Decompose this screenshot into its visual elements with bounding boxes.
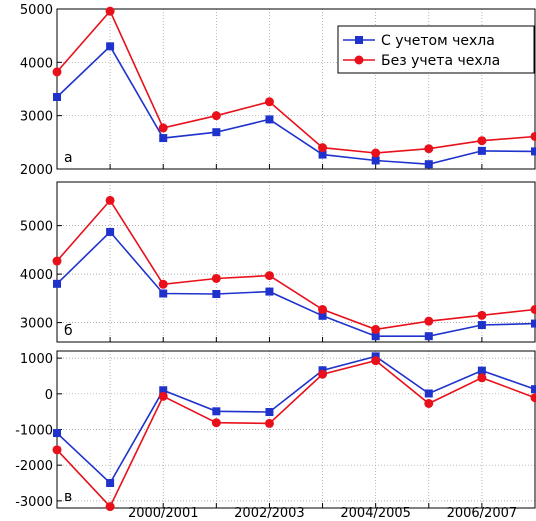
y-tick-label: 3000 bbox=[20, 317, 53, 332]
data-point-circle bbox=[264, 418, 274, 428]
data-point-circle bbox=[105, 502, 115, 512]
data-point-circle bbox=[158, 123, 168, 133]
data-point-square bbox=[424, 332, 433, 341]
data-point-circle bbox=[264, 271, 274, 281]
data-point-circle bbox=[477, 310, 487, 320]
data-point-square bbox=[424, 389, 433, 398]
y-tick-label: 3000 bbox=[20, 110, 53, 125]
data-point-circle bbox=[158, 391, 168, 401]
data-point-circle bbox=[105, 195, 115, 205]
data-point-square bbox=[159, 289, 168, 298]
data-point-square bbox=[531, 385, 536, 394]
y-tick-label: 2000 bbox=[20, 163, 53, 178]
x-tick-label: 2000/2001 bbox=[128, 506, 199, 521]
data-point-square bbox=[159, 134, 168, 143]
data-point-square bbox=[531, 147, 536, 156]
data-point-square bbox=[212, 290, 221, 298]
data-point-square bbox=[265, 115, 274, 124]
data-point-circle bbox=[158, 279, 168, 289]
data-point-circle bbox=[211, 418, 221, 428]
data-point-square bbox=[531, 319, 536, 328]
series-line bbox=[56, 230, 536, 338]
x-tick-label: 2006/2007 bbox=[447, 506, 518, 521]
plot-frame-1 bbox=[56, 8, 536, 170]
data-point-circle bbox=[264, 97, 274, 107]
data-point-circle bbox=[52, 67, 62, 77]
series-line bbox=[56, 9, 536, 154]
panel-label: в bbox=[64, 489, 72, 505]
data-point-square bbox=[106, 227, 115, 236]
legend-label: Без учета чехла bbox=[381, 53, 500, 69]
y-tick-label: 0 bbox=[45, 388, 53, 403]
data-point-square bbox=[53, 93, 61, 101]
data-point-square bbox=[106, 42, 115, 51]
y-tick-label: 5000 bbox=[20, 220, 53, 235]
data-point-circle bbox=[424, 144, 434, 154]
plot-frame-3 bbox=[56, 350, 536, 509]
data-point-square bbox=[318, 311, 327, 320]
data-point-square bbox=[53, 429, 61, 438]
legend-marker-square bbox=[355, 36, 363, 44]
data-point-circle bbox=[371, 148, 381, 158]
data-point-square bbox=[106, 479, 115, 488]
data-point-circle bbox=[424, 398, 434, 408]
data-point-circle bbox=[318, 305, 328, 315]
data-point-circle bbox=[371, 324, 381, 334]
data-point-square bbox=[265, 408, 274, 417]
data-point-circle bbox=[371, 356, 381, 366]
series-line bbox=[56, 199, 536, 331]
y-tick-label: 1000 bbox=[20, 352, 53, 367]
data-point-circle bbox=[530, 131, 536, 141]
data-point-square bbox=[212, 407, 221, 416]
data-point-square bbox=[159, 386, 168, 395]
series-line bbox=[56, 355, 536, 485]
x-tick-label: 2002/2003 bbox=[234, 506, 305, 521]
y-tick-label: 4000 bbox=[20, 56, 53, 71]
series-line bbox=[56, 359, 536, 509]
series-line bbox=[56, 45, 536, 166]
data-point-square bbox=[53, 279, 61, 288]
data-point-square bbox=[477, 366, 486, 375]
legend-marker-circle bbox=[354, 55, 364, 65]
y-tick-label: -2000 bbox=[15, 459, 53, 474]
data-point-circle bbox=[318, 143, 328, 153]
data-point-square bbox=[477, 146, 486, 155]
legend-label: С учетом чехла bbox=[381, 33, 495, 49]
panel-label: а bbox=[64, 150, 73, 166]
y-tick-label: -3000 bbox=[15, 495, 53, 510]
data-point-square bbox=[477, 321, 486, 330]
y-tick-label: 4000 bbox=[20, 268, 53, 283]
data-point-circle bbox=[211, 273, 221, 283]
x-tick-label: 2004/2005 bbox=[340, 506, 411, 521]
data-point-square bbox=[424, 160, 433, 169]
data-point-square bbox=[371, 332, 380, 341]
y-tick-label: -1000 bbox=[15, 424, 53, 439]
data-point-circle bbox=[211, 111, 221, 121]
data-point-square bbox=[265, 287, 274, 296]
data-point-square bbox=[371, 156, 380, 165]
data-point-circle bbox=[52, 256, 62, 266]
data-point-circle bbox=[477, 136, 487, 146]
data-point-square bbox=[212, 128, 221, 137]
data-point-circle bbox=[52, 445, 62, 455]
panel-label: б bbox=[64, 323, 73, 339]
y-tick-label: 5000 bbox=[20, 3, 53, 18]
data-point-circle bbox=[530, 305, 536, 315]
data-point-circle bbox=[105, 6, 115, 16]
data-point-circle bbox=[530, 393, 536, 403]
data-point-circle bbox=[318, 369, 328, 379]
data-point-circle bbox=[477, 373, 487, 383]
data-point-circle bbox=[424, 316, 434, 326]
legend-box bbox=[337, 25, 535, 74]
data-point-square bbox=[318, 150, 327, 159]
